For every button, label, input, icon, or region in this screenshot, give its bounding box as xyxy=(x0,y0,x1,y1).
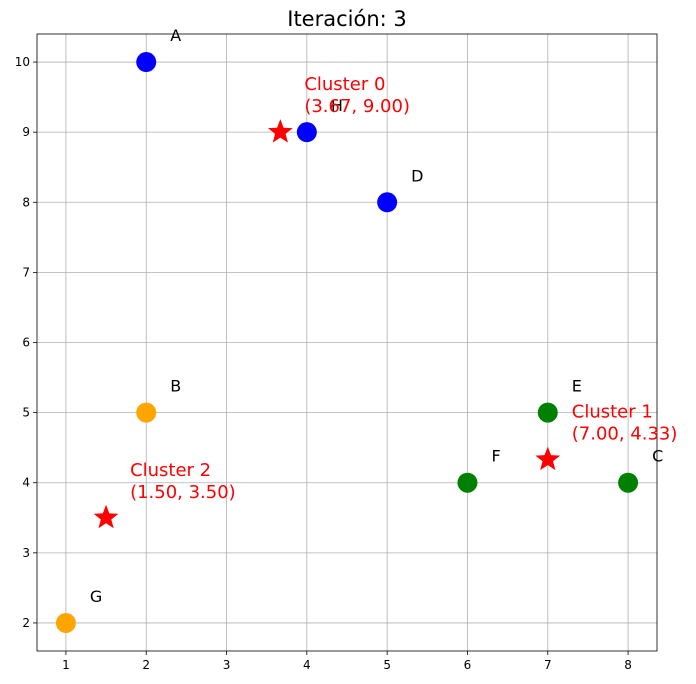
centroid-name-2: Cluster 2 xyxy=(130,460,211,481)
x-tick-label: 5 xyxy=(383,658,391,672)
centroid-name-0: Cluster 0 xyxy=(304,74,385,95)
point-label-d: D xyxy=(411,166,423,185)
data-point-b xyxy=(136,402,157,423)
point-label-f: F xyxy=(491,447,500,466)
y-tick-label: 9 xyxy=(22,125,30,139)
data-point-d xyxy=(377,192,398,213)
data-point-e xyxy=(537,402,558,423)
point-label-h: H xyxy=(331,96,343,115)
x-tick-label: 6 xyxy=(464,658,472,672)
centroid-star-1 xyxy=(535,446,561,471)
grid xyxy=(37,34,657,651)
point-label-g: G xyxy=(90,587,102,606)
data-points xyxy=(55,52,639,633)
x-axis: 1 2 3 4 5 6 7 8 xyxy=(62,651,632,672)
x-tick-label: 1 xyxy=(62,658,70,672)
y-tick-label: 10 xyxy=(15,55,30,69)
x-tick-label: 8 xyxy=(624,658,632,672)
y-tick-label: 4 xyxy=(22,476,30,490)
data-point-a xyxy=(136,52,157,73)
y-tick-label: 7 xyxy=(22,265,30,279)
centroid-coords-1: (7.00, 4.33) xyxy=(572,424,678,445)
centroids xyxy=(93,119,561,529)
point-label-e: E xyxy=(572,377,582,396)
data-point-f xyxy=(457,472,478,493)
point-label-c: C xyxy=(652,447,663,466)
y-tick-label: 6 xyxy=(22,336,30,350)
point-label-b: B xyxy=(170,377,181,396)
centroid-star-0 xyxy=(267,119,293,143)
x-tick-label: 7 xyxy=(544,658,552,672)
centroid-coords-2: (1.50, 3.50) xyxy=(130,482,236,503)
x-tick-label: 3 xyxy=(223,658,231,672)
data-point-h xyxy=(296,122,317,143)
x-tick-label: 4 xyxy=(303,658,311,672)
y-tick-label: 2 xyxy=(22,616,30,630)
centroid-name-1: Cluster 1 xyxy=(572,402,653,423)
centroid-star-2 xyxy=(93,504,119,529)
chart-title: Iteración: 3 xyxy=(287,7,407,31)
y-tick-label: 8 xyxy=(22,195,30,209)
data-point-c xyxy=(618,472,639,493)
y-tick-label: 5 xyxy=(22,406,30,420)
point-label-a: A xyxy=(170,26,181,45)
data-point-g xyxy=(55,612,76,633)
y-axis: 2 3 4 5 6 7 8 9 10 xyxy=(15,55,37,630)
y-tick-label: 3 xyxy=(22,546,30,560)
centroid-coords-0: (3.67, 9.00) xyxy=(304,96,410,117)
x-tick-label: 2 xyxy=(142,658,150,672)
